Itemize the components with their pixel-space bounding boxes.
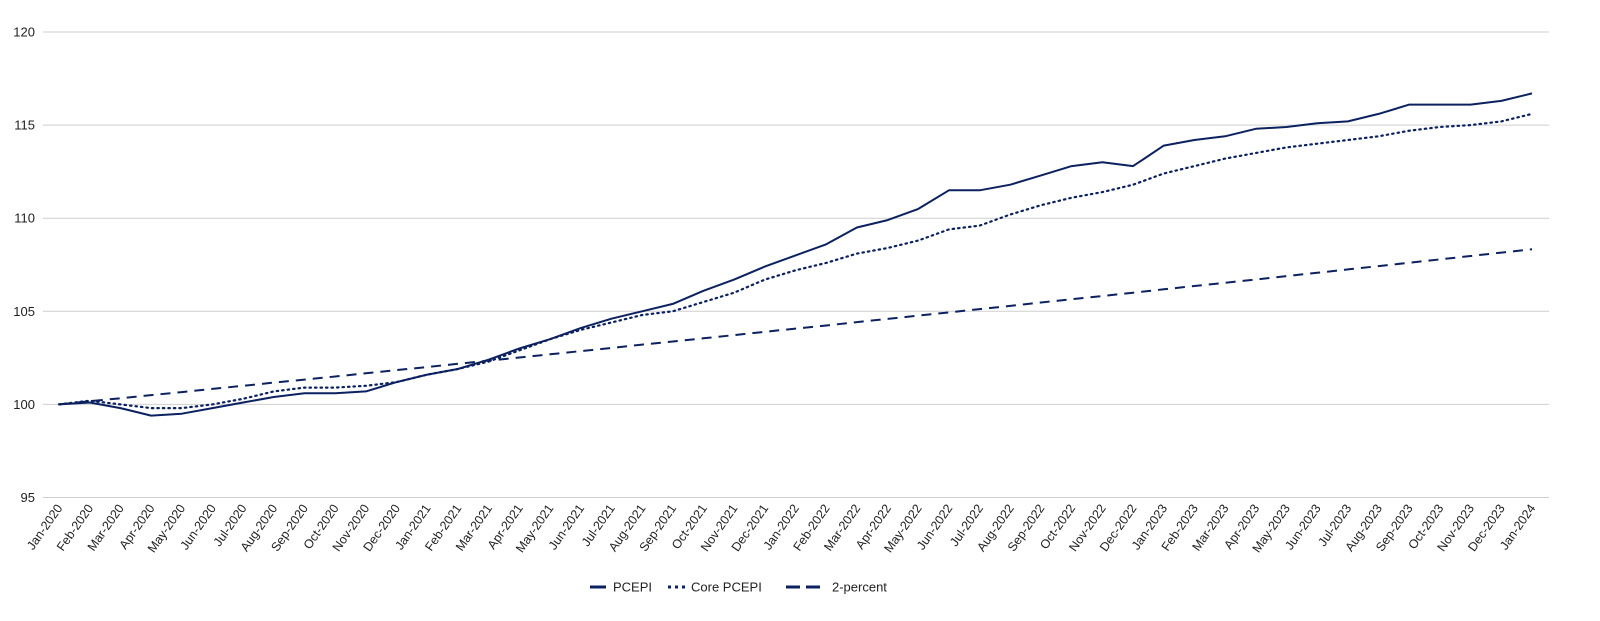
y-tick-label: 120 [13,25,35,40]
y-tick-label: 110 [14,211,35,226]
x-axis-tick-labels: Jan-2020Feb-2020Mar-2020Apr-2020May-2020… [24,502,1538,556]
gridlines [43,31,1549,498]
y-tick-label: 105 [13,304,35,319]
legend-label: 2-percent [832,580,887,595]
legend: PCEPI Core PCEPI 2-percent [590,580,887,595]
legend-label: PCEPI [613,580,652,595]
y-tick-label: 100 [13,397,35,412]
series-line-2-percent [58,248,1533,406]
series-line-core-pcepi [57,112,1534,410]
series-line-pcepi [58,92,1533,417]
y-tick-label: 115 [14,118,35,133]
y-axis-tick-labels: 95 100 105 110 115 120 [13,25,35,506]
series-lines [57,92,1534,417]
legend-label: Core PCEPI [691,580,762,595]
y-tick-label: 95 [21,490,35,505]
